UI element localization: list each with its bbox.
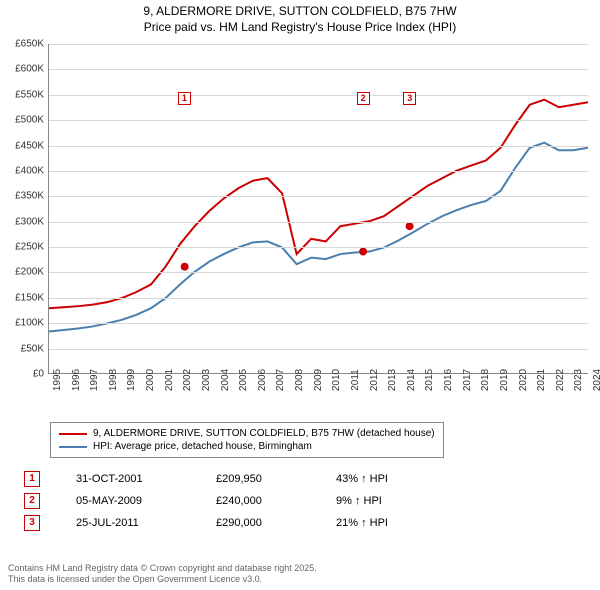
ytick-label: £400K bbox=[4, 165, 44, 176]
sale-pct: 9% ↑ HPI bbox=[336, 495, 456, 507]
xtick-label: 2016 bbox=[443, 369, 454, 391]
xtick-label: 2013 bbox=[387, 369, 398, 391]
legend: 9, ALDERMORE DRIVE, SUTTON COLDFIELD, B7… bbox=[50, 422, 444, 458]
xtick-label: 2002 bbox=[182, 369, 193, 391]
gridline bbox=[49, 222, 588, 223]
gridline bbox=[49, 120, 588, 121]
sale-pct: 21% ↑ HPI bbox=[336, 517, 456, 529]
sale-marker-label: 3 bbox=[403, 92, 416, 105]
xtick-label: 2004 bbox=[220, 369, 231, 391]
sale-date: 05-MAY-2009 bbox=[76, 495, 216, 507]
ytick-label: £350K bbox=[4, 191, 44, 202]
sale-number-box: 3 bbox=[24, 515, 40, 531]
gridline bbox=[49, 247, 588, 248]
xtick-label: 1998 bbox=[108, 369, 119, 391]
legend-label: 9, ALDERMORE DRIVE, SUTTON COLDFIELD, B7… bbox=[93, 428, 435, 439]
gridline bbox=[49, 196, 588, 197]
xtick-label: 2005 bbox=[238, 369, 249, 391]
xtick-label: 2014 bbox=[406, 369, 417, 391]
gridline bbox=[49, 69, 588, 70]
xtick-label: 2024 bbox=[592, 369, 600, 391]
gridline bbox=[49, 44, 588, 45]
xtick-label: 2006 bbox=[257, 369, 268, 391]
xtick-label: 2003 bbox=[201, 369, 212, 391]
xtick-label: 2012 bbox=[369, 369, 380, 391]
xtick-label: 2008 bbox=[294, 369, 305, 391]
sales-row: 2 05-MAY-2009£240,0009% ↑ HPI bbox=[24, 490, 456, 512]
ytick-label: £150K bbox=[4, 292, 44, 303]
gridline bbox=[49, 171, 588, 172]
xtick-label: 2018 bbox=[480, 369, 491, 391]
gridline bbox=[49, 95, 588, 96]
ytick-label: £0 bbox=[4, 369, 44, 380]
ytick-label: £100K bbox=[4, 318, 44, 329]
xtick-label: 2010 bbox=[331, 369, 342, 391]
sale-number-box: 1 bbox=[24, 471, 40, 487]
gridline bbox=[49, 272, 588, 273]
xtick-label: 2022 bbox=[555, 369, 566, 391]
xtick-label: 2011 bbox=[350, 369, 361, 391]
xtick-label: 1997 bbox=[89, 369, 100, 391]
xtick-label: 2019 bbox=[499, 369, 510, 391]
footer-line1: Contains HM Land Registry data © Crown c… bbox=[8, 563, 317, 575]
ytick-label: £650K bbox=[4, 39, 44, 50]
chart-container: £0£50K£100K£150K£200K£250K£300K£350K£400… bbox=[8, 40, 592, 420]
ytick-label: £450K bbox=[4, 140, 44, 151]
legend-row: 9, ALDERMORE DRIVE, SUTTON COLDFIELD, B7… bbox=[59, 427, 435, 440]
xtick-label: 2007 bbox=[275, 369, 286, 391]
sale-price: £240,000 bbox=[216, 495, 336, 507]
sale-number-box: 2 bbox=[24, 493, 40, 509]
gridline bbox=[49, 298, 588, 299]
xtick-label: 2001 bbox=[164, 369, 175, 391]
title-line2: Price paid vs. HM Land Registry's House … bbox=[0, 20, 600, 36]
xtick-label: 2020 bbox=[518, 369, 529, 391]
footer: Contains HM Land Registry data © Crown c… bbox=[8, 563, 317, 586]
gridline bbox=[49, 349, 588, 350]
sale-price: £290,000 bbox=[216, 517, 336, 529]
xtick-label: 1999 bbox=[126, 369, 137, 391]
xtick-label: 2015 bbox=[424, 369, 435, 391]
sales-row: 1 31-OCT-2001£209,95043% ↑ HPI bbox=[24, 468, 456, 490]
gridline bbox=[49, 146, 588, 147]
ytick-label: £600K bbox=[4, 64, 44, 75]
xtick-label: 2023 bbox=[573, 369, 584, 391]
legend-row: HPI: Average price, detached house, Birm… bbox=[59, 440, 435, 453]
sales-row: 3 25-JUL-2011£290,00021% ↑ HPI bbox=[24, 512, 456, 534]
legend-swatch bbox=[59, 433, 87, 435]
sale-marker-label: 1 bbox=[178, 92, 191, 105]
plot-area bbox=[48, 44, 588, 374]
xtick-label: 2009 bbox=[313, 369, 324, 391]
sales-table: 1 31-OCT-2001£209,95043% ↑ HPI 2 05-MAY-200… bbox=[24, 468, 456, 534]
gridline bbox=[49, 323, 588, 324]
sale-date: 25-JUL-2011 bbox=[76, 517, 216, 529]
legend-label: HPI: Average price, detached house, Birm… bbox=[93, 441, 312, 452]
ytick-label: £200K bbox=[4, 267, 44, 278]
ytick-label: £500K bbox=[4, 115, 44, 126]
ytick-label: £300K bbox=[4, 216, 44, 227]
xtick-label: 1995 bbox=[52, 369, 63, 391]
xtick-label: 2000 bbox=[145, 369, 156, 391]
footer-line2: This data is licensed under the Open Gov… bbox=[8, 574, 317, 586]
sale-date: 31-OCT-2001 bbox=[76, 473, 216, 485]
sale-price: £209,950 bbox=[216, 473, 336, 485]
sale-marker-dot bbox=[181, 263, 189, 271]
ytick-label: £550K bbox=[4, 89, 44, 100]
sale-marker-dot bbox=[406, 222, 414, 230]
xtick-label: 1996 bbox=[71, 369, 82, 391]
chart-title: 9, ALDERMORE DRIVE, SUTTON COLDFIELD, B7… bbox=[0, 0, 600, 35]
legend-swatch bbox=[59, 446, 87, 448]
xtick-label: 2021 bbox=[536, 369, 547, 391]
ytick-label: £250K bbox=[4, 242, 44, 253]
sale-pct: 43% ↑ HPI bbox=[336, 473, 456, 485]
sale-marker-label: 2 bbox=[357, 92, 370, 105]
sale-marker-dot bbox=[359, 248, 367, 256]
series-line bbox=[49, 100, 588, 309]
xtick-label: 2017 bbox=[462, 369, 473, 391]
title-line1: 9, ALDERMORE DRIVE, SUTTON COLDFIELD, B7… bbox=[0, 4, 600, 20]
ytick-label: £50K bbox=[4, 343, 44, 354]
